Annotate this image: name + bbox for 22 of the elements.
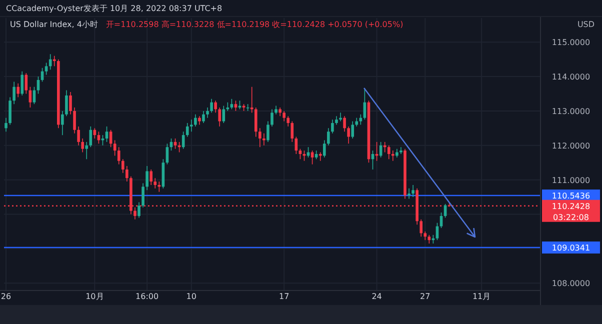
annotation: 开=110.2598 高=110.3228 低=110.2198 收=110.2428 +0.0570 (+0.05%) [106, 20, 404, 29]
y-tick-label: 113.0000 [552, 106, 590, 116]
x-tick-label: 11月 [472, 292, 491, 301]
x-tick-label: 26 [0, 292, 12, 301]
x-tick-label: 17 [278, 292, 290, 301]
ref-line-label: 110.5436 [552, 192, 590, 201]
y-tick-label: 111.0000 [552, 176, 590, 185]
x-tick-label: 16:00 [136, 292, 159, 301]
x-tick-label: 27 [420, 292, 430, 301]
x-tick-label: 10 [186, 292, 196, 301]
text: 03:22:08 [553, 212, 589, 222]
y-axis-title: USD [577, 20, 595, 29]
y-tick-label: 115.0000 [552, 38, 590, 48]
chart-title: CCacademy-Oyster发表于 10月 28, 2022 08:37 UTC+8 [6, 4, 222, 13]
x-tick-label: 10月 [86, 292, 104, 301]
x-tick-label: 24 [372, 292, 382, 301]
y-tick-label: 108.0000 [552, 279, 590, 288]
y-tick-label: 114.0000 [552, 72, 590, 82]
ref-line-label: 109.0341 [552, 244, 590, 253]
y-tick-label: 112.0000 [552, 141, 590, 150]
ref-line-label: 110.2428 [552, 202, 590, 211]
chart-subtitle: US Dollar Index, 4小时 [10, 20, 98, 29]
